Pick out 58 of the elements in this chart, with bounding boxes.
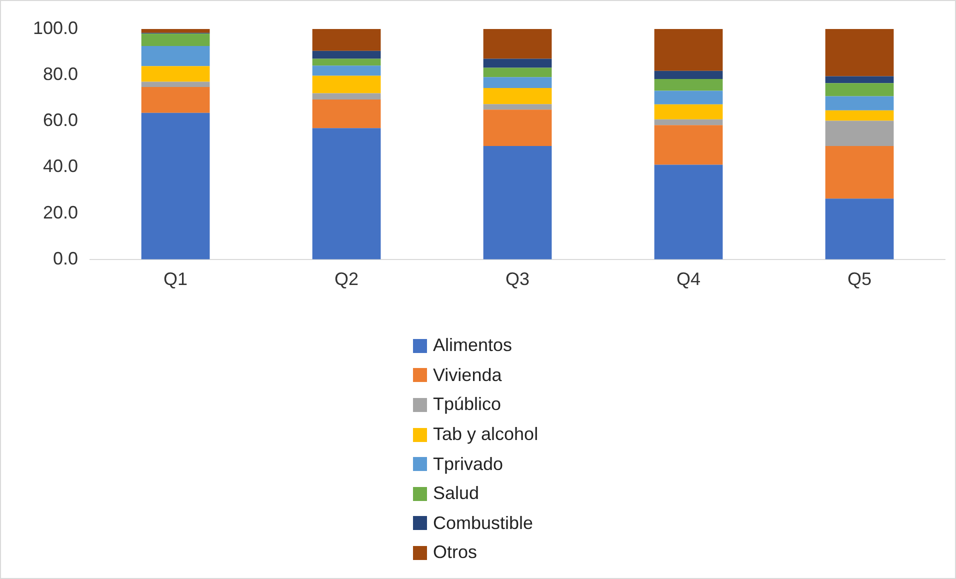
bar [654, 90, 723, 104]
bar [483, 58, 552, 68]
bar [312, 66, 381, 76]
bar [312, 128, 381, 260]
bar [825, 146, 894, 199]
bar [654, 164, 723, 260]
bar [825, 29, 894, 76]
y-tick-label: 20.0 [42, 202, 78, 222]
bar [483, 88, 552, 104]
bar [312, 50, 381, 59]
x-tick-label: Q5 [847, 269, 872, 290]
bar [141, 82, 210, 88]
y-tick-label: 100.0 [32, 18, 78, 38]
bar [825, 96, 894, 110]
bar [825, 120, 894, 146]
y-tick-label: 0.0 [53, 248, 78, 268]
legend-label: Tab y alcohol [433, 424, 538, 446]
bar [312, 93, 381, 100]
bar [312, 76, 381, 94]
bar [825, 76, 894, 84]
bar [141, 46, 210, 66]
bar [654, 70, 723, 79]
x-tick-label: Q4 [676, 269, 701, 290]
bar [825, 83, 894, 96]
legend-label: Alimentos [433, 335, 512, 356]
bar [312, 58, 381, 66]
bar [141, 112, 210, 260]
x-tick-label: Q1 [164, 269, 188, 290]
bar [654, 125, 723, 165]
legend-label: Otros [433, 542, 478, 564]
legend-label: Tpúblico [433, 394, 502, 416]
legend-label: Salud [433, 483, 480, 504]
bar [312, 100, 381, 128]
bar [141, 29, 210, 33]
y-tick-label: 80.0 [42, 64, 78, 84]
bar [483, 68, 552, 78]
bar [483, 77, 552, 88]
bar [141, 34, 210, 46]
x-tick-label: Q3 [506, 269, 530, 290]
bar [825, 198, 894, 260]
bar [654, 78, 723, 91]
bar [141, 66, 210, 82]
bar [825, 110, 894, 121]
bar [141, 87, 210, 113]
bar [654, 104, 723, 120]
bar [483, 104, 552, 110]
bar [483, 110, 552, 146]
bar [654, 119, 723, 126]
y-tick-label: 40.0 [42, 156, 78, 176]
legend-label: Combustible [433, 512, 534, 534]
y-tick-label: 60.0 [42, 110, 78, 130]
bar [654, 29, 723, 71]
bar [483, 146, 552, 260]
bar [312, 29, 381, 51]
bar [483, 29, 552, 59]
legend-label: Vivienda [433, 364, 502, 386]
legend-label: Tprivado [433, 454, 504, 475]
x-tick-label: Q2 [334, 269, 359, 290]
